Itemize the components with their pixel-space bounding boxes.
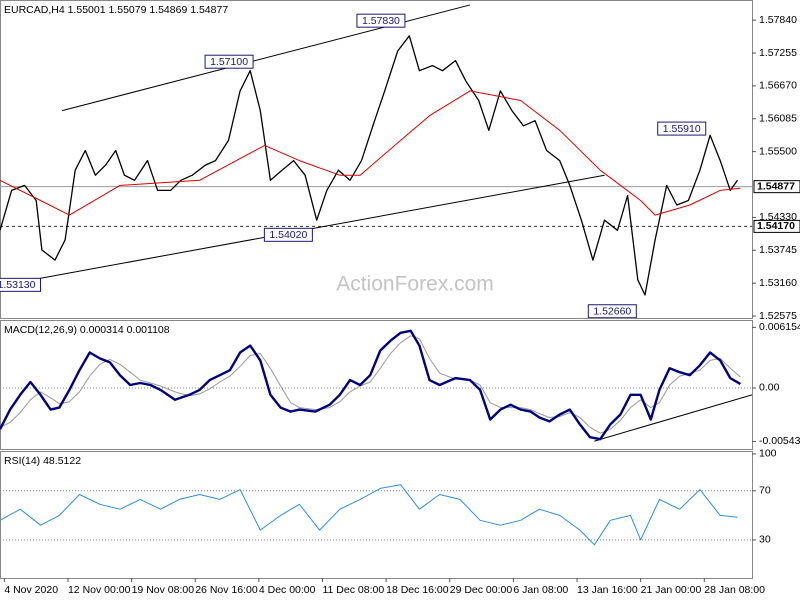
y-tick-label: 1.57840 [759, 14, 797, 26]
annotation-label: 1.53130 [0, 279, 36, 291]
y-tick-label: 0.006154 [759, 321, 800, 333]
y-tick-label: 0.00 [759, 382, 780, 394]
series-line [0, 35, 739, 296]
y-tick-label: 1.57255 [759, 47, 797, 59]
annotation-label: 1.57100 [210, 56, 248, 68]
x-tick-label: 26 Nov 16:00 [195, 584, 258, 596]
x-tick-label: 11 Dec 08:00 [322, 584, 384, 596]
y-tick-label: 1.53745 [759, 244, 797, 256]
y-tick-label: 1.55500 [759, 145, 797, 157]
x-tick-label: 6 Jan 08:00 [513, 584, 568, 596]
watermark: ActionForex.com [336, 273, 494, 296]
annotation-box [657, 121, 707, 136]
x-tick-label: 13 Jan 16:00 [577, 584, 638, 596]
y-tick-label: 100 [759, 448, 777, 460]
y-tick-label: 1.56085 [759, 113, 797, 125]
y-tick-label: 1.56670 [759, 80, 797, 92]
price-label-box [753, 180, 800, 194]
title-bg [2, 323, 195, 336]
panel-frame [0, 320, 753, 450]
annotation-box [587, 304, 637, 318]
annotation-box [204, 54, 254, 69]
panel-title: RSI(14) 48.5122 [4, 455, 81, 467]
title-bg [2, 454, 95, 467]
annotation-label: 1.52660 [593, 306, 631, 318]
panel-frame [0, 0, 753, 319]
x-tick-label: 29 Dec 00:00 [450, 584, 513, 596]
y-tick-label: 70 [759, 485, 771, 497]
annotation-box [356, 13, 406, 28]
series-line [0, 335, 741, 434]
y-tick-label: -0.005434 [759, 435, 800, 447]
series-line [0, 90, 741, 216]
annotation-box [263, 227, 313, 242]
series-line [0, 484, 738, 546]
panel-title: MACD(12,26,9) 0.000314 0.001108 [4, 324, 170, 336]
x-tick-label: 28 Jan 08:00 [704, 584, 765, 596]
annotation-label: 1.55910 [663, 123, 701, 135]
trendline [594, 394, 752, 442]
y-tick-label: 1.52575 [759, 310, 797, 322]
panel-frame [0, 451, 753, 579]
x-tick-label: 21 Jan 00:00 [641, 584, 702, 596]
x-tick-label: 19 Nov 08:00 [132, 584, 195, 596]
price-label: 1.54877 [757, 180, 795, 192]
x-tick-label: 18 Dec 16:00 [386, 584, 449, 596]
price-label-box [753, 219, 800, 233]
x-tick-label: 4 Dec 00:00 [259, 584, 316, 596]
y-tick-label: 1.53160 [759, 277, 797, 289]
x-tick-label: 4 Nov 2020 [4, 584, 58, 596]
x-tick-label: 12 Nov 00:00 [68, 584, 131, 596]
annotation-label: 1.57830 [362, 15, 400, 27]
panel-title: EURCAD,H4 1.55001 1.55079 1.54869 1.5487… [4, 4, 228, 16]
annotation-label: 1.54020 [269, 229, 307, 241]
y-tick-label: 30 [759, 534, 771, 546]
annotation-box [0, 277, 41, 292]
price-label: 1.54170 [757, 220, 795, 232]
series-line [0, 329, 742, 441]
title-bg [2, 3, 257, 16]
